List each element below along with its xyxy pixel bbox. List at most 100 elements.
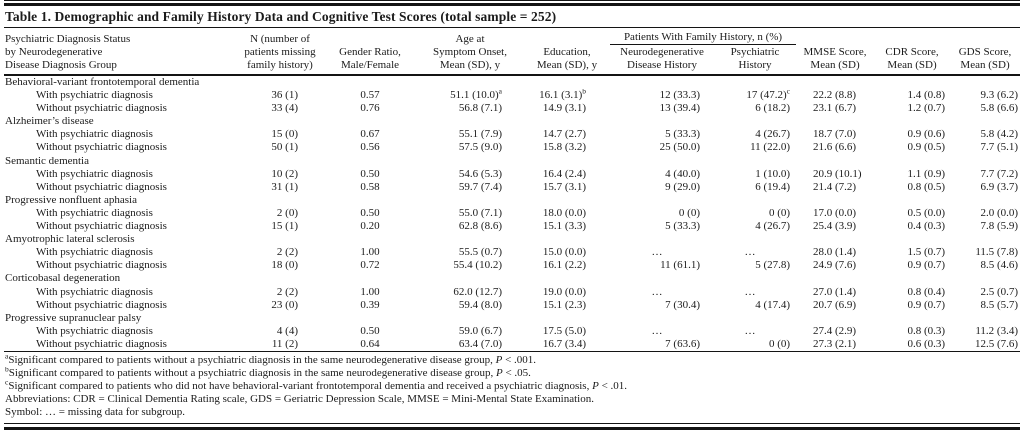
table-cell: 50 (1) [271, 141, 298, 154]
table-cell: 9 (29.0) [665, 180, 700, 193]
table-cell: 0.8 (0.3) [907, 324, 946, 337]
table-cell: 5 (27.8) [755, 259, 791, 272]
table-cell: 55.0 (7.1) [458, 206, 502, 219]
table-cell: … [744, 324, 756, 337]
group-header-row: Behavioral-variant frontotemporal dement… [4, 75, 1020, 89]
table-cell: 16.7 (3.4) [542, 337, 586, 350]
table-cell: … [744, 285, 756, 298]
row-label: With psychiatric diagnosis [36, 128, 153, 141]
table-row: With psychiatric diagnosis 4 (4) 0.50 59.0 … [4, 325, 1020, 338]
table-cell: 36 (1) [271, 89, 298, 102]
bottom-rule [4, 423, 1020, 430]
table-row: Without psychiatric diagnosis 18 (0) 0.72 5… [4, 259, 1020, 272]
table-row: Without psychiatric diagnosis 11 (2) 0.64 6… [4, 338, 1020, 351]
table-cell: 19.0 (0.0) [542, 285, 586, 298]
table-cell: 0.6 (0.3) [907, 337, 946, 350]
row-label: With psychiatric diagnosis [36, 324, 153, 337]
table-cell: 15.1 (3.3) [542, 220, 586, 233]
table-cell: 21.4 (7.2) [813, 180, 857, 193]
table-cell: 17.0 (0.0) [813, 206, 857, 219]
footnote-divider [4, 350, 1020, 352]
column-header-gender-ratio: Gender Ratio, Male/Female [324, 28, 416, 76]
table-cell: 0.50 [360, 324, 380, 337]
table-cell: 0 (0) [768, 206, 791, 219]
column-header-education: Education, Mean (SD), y [524, 28, 610, 76]
table-cell: 5 (33.3) [665, 128, 700, 141]
row-label: Without psychiatric diagnosis [36, 220, 167, 233]
table-cell: 2.0 (0.0) [980, 206, 1019, 219]
table-cell: 0.57 [360, 89, 380, 102]
table-cell: 0.58 [360, 180, 380, 193]
table-cell: 14.9 (3.1) [542, 102, 586, 115]
table-cell: 0.76 [360, 102, 380, 115]
table-cell: 59.0 (6.7) [458, 324, 502, 337]
table-cell: 7 (63.6) [665, 337, 700, 350]
table-cell: 0.8 (0.4) [907, 285, 946, 298]
table-cell: 7.7 (7.2) [980, 167, 1019, 180]
table-cell: 15.1 (2.3) [542, 298, 586, 311]
table-row: With psychiatric diagnosis 2 (0) 0.50 55.0 … [4, 207, 1020, 220]
table-cell: 62.0 (12.7) [453, 285, 502, 298]
table-cell: 0.64 [360, 337, 380, 350]
table-cell: 11.2 (3.4) [975, 324, 1019, 337]
table-cell: 4 (4) [276, 324, 298, 337]
table-cell: 0.9 (0.5) [907, 141, 946, 154]
table-cell: 25.4 (3.9) [813, 220, 857, 233]
table-header: Psychiatric Diagnosis Status by Neurodeg… [4, 28, 1021, 76]
table-cell: 0.20 [360, 220, 380, 233]
table-cell: 12 (33.3) [659, 89, 700, 102]
row-label: Without psychiatric diagnosis [36, 180, 167, 193]
table-cell: 0.5 (0.0) [907, 206, 946, 219]
table-cell: 23.1 (6.7) [813, 102, 857, 115]
table-cell: 2.5 (0.7) [980, 285, 1019, 298]
column-header-neuro-history: Neurodegenerative Disease History [610, 44, 714, 76]
table-row: Without psychiatric diagnosis 33 (4) 0.76 5… [4, 102, 1020, 115]
table-cell: 56.8 (7.1) [458, 102, 502, 115]
group-header-row: Corticobasal degeneration [4, 272, 1020, 285]
group-label: Alzheimer’s disease [5, 115, 94, 128]
table-cell: 17 (47.2)c [746, 89, 791, 102]
row-label: Without psychiatric diagnosis [36, 102, 167, 115]
column-group-family-history: Patients With Family History, n (%) [610, 28, 797, 45]
group-label: Amyotrophic lateral sclerosis [5, 233, 135, 246]
table-row: Without psychiatric diagnosis 50 (1) 0.56 5… [4, 141, 1020, 154]
table-cell: 4 (26.7) [755, 128, 791, 141]
table-cell: 0.9 (0.7) [907, 259, 946, 272]
table-cell: 10 (2) [271, 167, 298, 180]
table-cell: 6 (19.4) [755, 180, 791, 193]
table-cell: 28.0 (1.4) [813, 246, 857, 259]
table-cell: 55.5 (0.7) [458, 246, 502, 259]
table-cell: 51.1 (10.0)a [450, 89, 502, 102]
row-label: Without psychiatric diagnosis [36, 337, 167, 350]
table-cell: 4 (17.4) [755, 298, 791, 311]
row-label: With psychiatric diagnosis [36, 89, 153, 102]
column-header-n-missing: N (number of patients missing family his… [236, 28, 324, 76]
table-cell: 11.5 (7.8) [975, 246, 1019, 259]
table-cell: 0.50 [360, 206, 380, 219]
table-cell: 57.5 (9.0) [458, 141, 502, 154]
group-header-row: Semantic dementia [4, 155, 1020, 168]
table-cell: 6 (18.2) [755, 102, 791, 115]
table-cell: 2 (2) [276, 285, 298, 298]
table-cell: 23 (0) [271, 298, 298, 311]
table-cell: 55.1 (7.9) [458, 128, 502, 141]
table-cell: 2 (0) [276, 206, 298, 219]
table-cell: 18.7 (7.0) [813, 128, 857, 141]
table-cell: 12.5 (7.6) [974, 337, 1019, 350]
table-cell: 25 (50.0) [659, 141, 700, 154]
footnote-line: Symbol: … = missing data for subgroup. [5, 406, 186, 419]
table-cell: 27.4 (2.9) [813, 324, 857, 337]
group-label: Progressive supranuclear palsy [5, 311, 142, 324]
table-cell: 0.9 (0.6) [907, 128, 946, 141]
table-cell: 8.5 (4.6) [980, 259, 1019, 272]
column-header-gds: GDS Score, Mean (SD) [950, 28, 1021, 76]
table-cell: 20.7 (6.9) [813, 298, 857, 311]
table-cell: 0.72 [360, 259, 380, 272]
table-cell: … [651, 285, 663, 298]
group-header-row: Progressive nonfluent aphasia [4, 194, 1020, 207]
table-cell: 0.39 [360, 298, 380, 311]
table-cell: 24.9 (7.6) [813, 259, 857, 272]
table-cell: 27.3 (2.1) [813, 337, 857, 350]
column-header-mmse: MMSE Score, Mean (SD) [796, 28, 875, 76]
